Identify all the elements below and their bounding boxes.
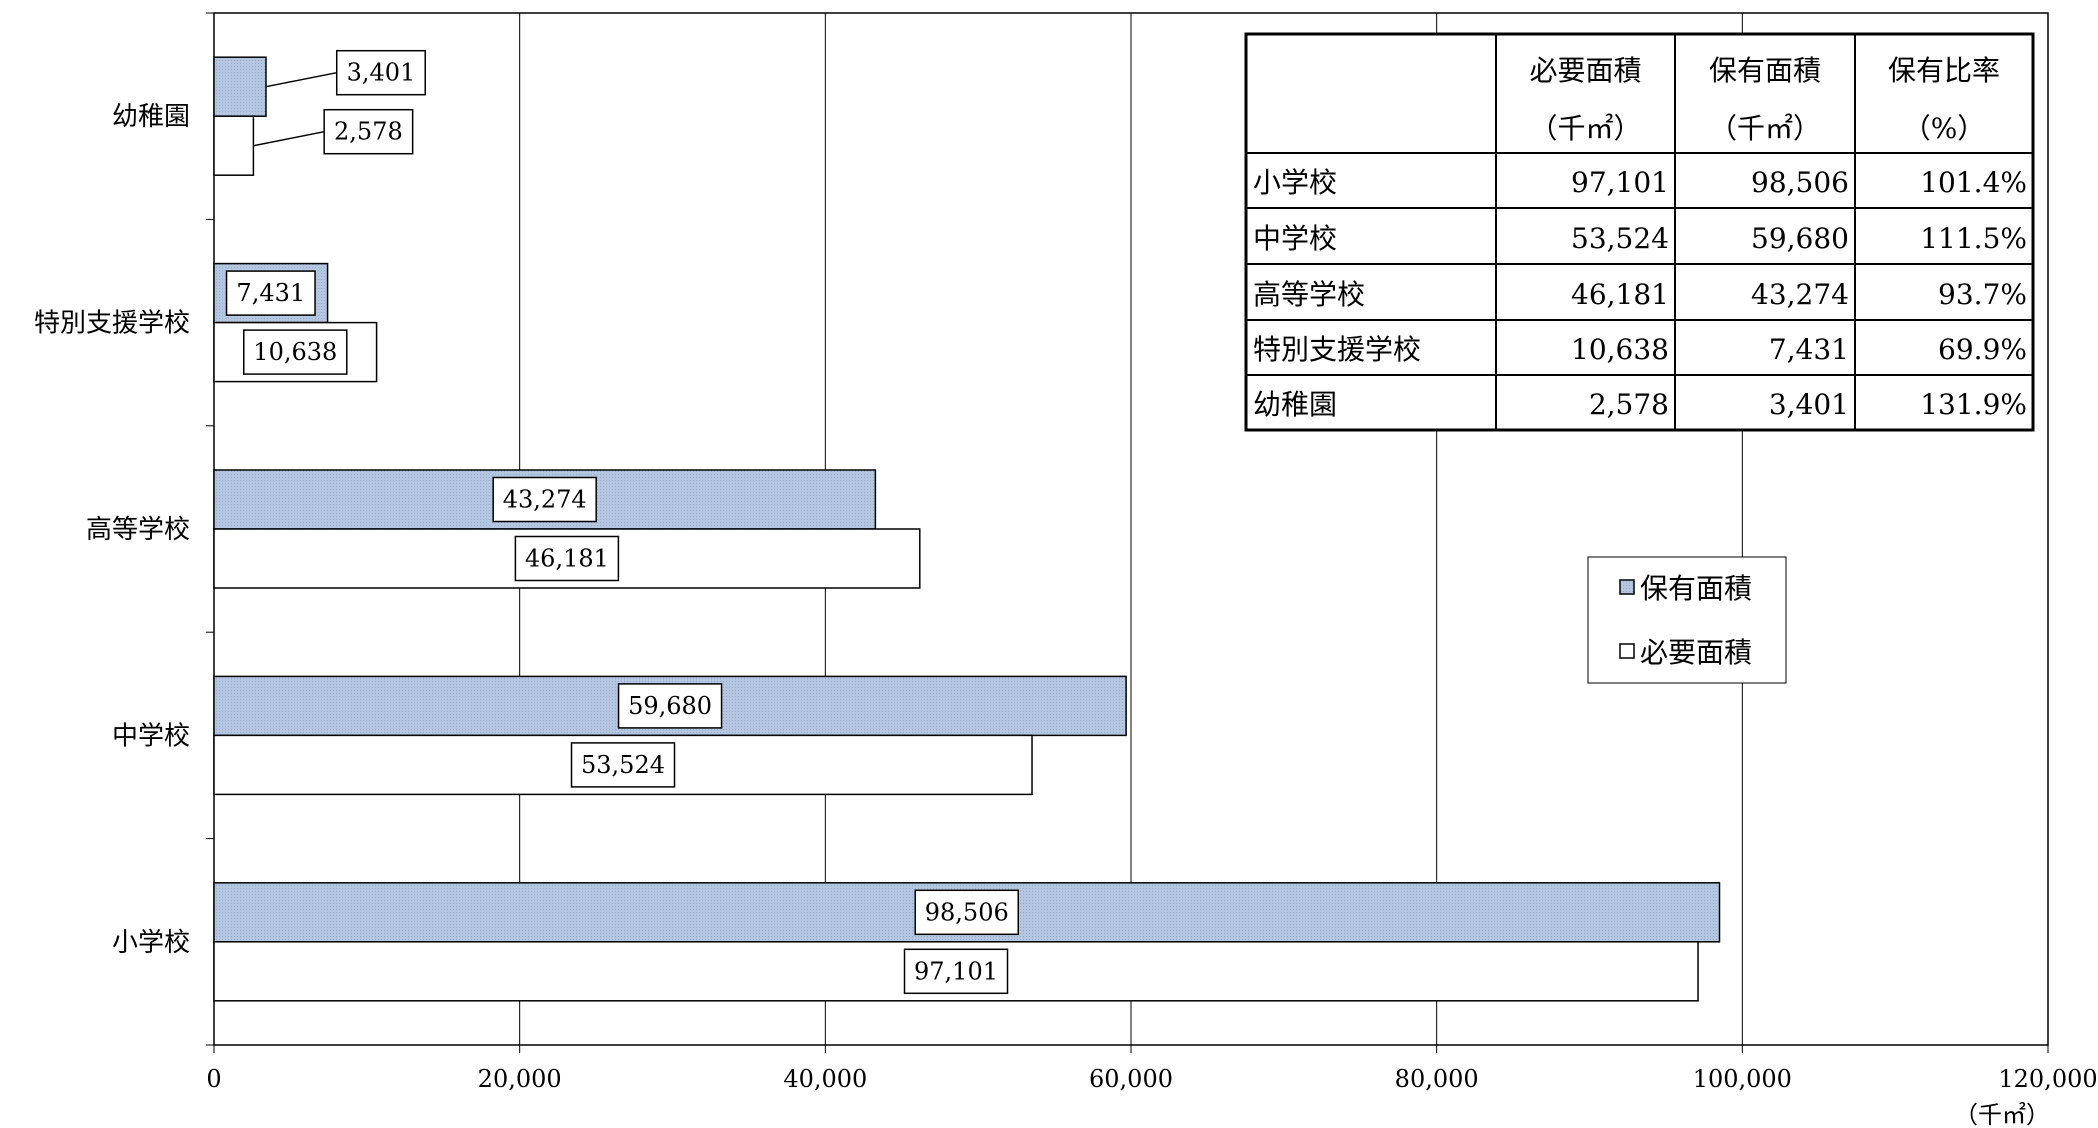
table-cell: 43,274 <box>1751 278 1849 311</box>
table-row-label: 小学校 <box>1253 166 1337 199</box>
table-header: 必要面積 <box>1529 54 1641 87</box>
table-cell: 53,524 <box>1571 222 1669 255</box>
table-header-unit: （千㎡） <box>1709 112 1821 145</box>
x-unit-label: （千㎡） <box>1954 1101 2050 1128</box>
data-label-text: 97,101 <box>914 957 998 985</box>
data-label-text: 53,524 <box>581 751 665 779</box>
data-label: 2,578 <box>253 108 414 155</box>
data-label-leader <box>265 71 337 88</box>
table-cell: 46,181 <box>1571 278 1669 311</box>
table-cell: 59,680 <box>1751 222 1849 255</box>
data-label: 10,638 <box>243 329 348 375</box>
x-tick-label: 120,000 <box>1998 1065 2097 1093</box>
x-tick-label: 20,000 <box>478 1065 562 1093</box>
data-label: 98,506 <box>914 889 1019 936</box>
data-label-text: 98,506 <box>925 898 1009 926</box>
x-tick-label: 80,000 <box>1395 1065 1479 1093</box>
category-label: 高等学校 <box>86 515 190 545</box>
table-row-label: 幼稚園 <box>1253 388 1337 421</box>
legend-label: 保有面積 <box>1640 572 1752 605</box>
table-cell: 69.9% <box>1938 333 2027 366</box>
summary-table: 必要面積 （千㎡） 保有面積 （千㎡） 保有比率 （%） 小学校 97,101 98,506 10… <box>1244 32 2035 432</box>
data-label-box <box>514 535 620 582</box>
data-label-text: 7,431 <box>236 279 305 307</box>
x-tick-label: 100,000 <box>1693 1065 1792 1093</box>
data-label-text: 2,578 <box>334 118 403 146</box>
legend-box <box>1587 556 1787 684</box>
data-label-text: 43,274 <box>503 486 587 514</box>
category-label: 特別支援学校 <box>34 309 190 339</box>
data-label-text: 10,638 <box>253 338 337 366</box>
table-row-label: 高等学校 <box>1253 278 1365 311</box>
table-header-unit: （%） <box>1903 112 1986 145</box>
data-label: 43,274 <box>492 476 597 523</box>
category-label: 小学校 <box>112 928 190 958</box>
table-cell: 93.7% <box>1938 278 2027 311</box>
data-label: 59,680 <box>617 683 723 729</box>
data-label-leader <box>253 130 325 147</box>
data-label-box <box>225 270 316 316</box>
x-tick-label: 40,000 <box>783 1065 867 1093</box>
table-header: 保有比率 <box>1888 54 2000 87</box>
data-label-box <box>492 476 597 523</box>
data-label-text: 59,680 <box>628 692 712 720</box>
category-label: 幼稚園 <box>112 102 190 132</box>
table-cell: 111.5% <box>1920 222 2027 255</box>
bar-保有面積 <box>213 56 267 117</box>
axes: 0 20,000 40,000 60,000 80,000 100,000 120,000 （… <box>34 12 2098 1128</box>
table-cell: 131.9% <box>1920 388 2027 421</box>
table-cell: 97,101 <box>1571 166 1669 199</box>
table-cell: 98,506 <box>1751 166 1849 199</box>
legend-swatch <box>1619 579 1635 595</box>
bar-必要面積 <box>213 115 255 176</box>
table-cell: 7,431 <box>1769 333 1849 366</box>
category-label: 中学校 <box>112 721 190 751</box>
data-label: 7,431 <box>225 270 316 316</box>
data-label-box <box>243 329 348 375</box>
data-label-box <box>914 889 1019 936</box>
table-frame <box>1244 32 2035 432</box>
table-row-label: 特別支援学校 <box>1253 333 1421 366</box>
table-header: 保有面積 <box>1709 54 1821 87</box>
data-label-box <box>617 683 723 729</box>
data-label: 3,401 <box>265 49 426 96</box>
legend-label: 必要面積 <box>1640 636 1752 669</box>
table-header-unit: （千㎡） <box>1529 112 1641 145</box>
data-labels: 3,401 2,578 7,431 10,638 43,274 46,181 59,680 5… <box>225 49 1019 995</box>
data-label-text: 46,181 <box>525 545 609 573</box>
data-label: 46,181 <box>514 535 620 582</box>
data-label-box <box>335 49 426 96</box>
x-tick-label: 60,000 <box>1089 1065 1173 1093</box>
legend-swatch <box>1619 643 1635 659</box>
table-cell: 101.4% <box>1920 166 2027 199</box>
data-label-text: 3,401 <box>347 59 416 87</box>
data-label: 53,524 <box>570 742 676 788</box>
table-cell: 3,401 <box>1769 388 1849 421</box>
data-label-box <box>570 742 676 788</box>
data-label: 97,101 <box>903 948 1009 995</box>
table-cell: 2,578 <box>1589 388 1669 421</box>
data-label-box <box>903 948 1009 995</box>
table-row-label: 中学校 <box>1253 222 1337 255</box>
table-cell: 10,638 <box>1571 333 1669 366</box>
x-tick-label: 0 <box>206 1065 221 1093</box>
